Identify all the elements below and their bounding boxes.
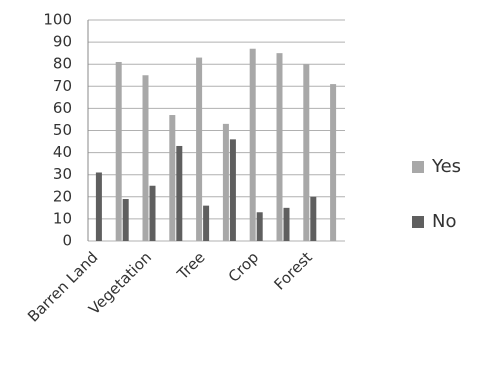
y-tick-label: 40 — [53, 143, 72, 161]
bar — [222, 123, 229, 241]
bar — [229, 139, 236, 241]
bar — [330, 84, 337, 241]
legend-label: Yes — [431, 156, 461, 177]
x-tick-label: Tree — [173, 248, 209, 284]
y-tick-label: 60 — [53, 99, 72, 117]
bar — [249, 48, 256, 242]
y-tick-label: 10 — [53, 209, 72, 227]
y-tick-label: 70 — [53, 77, 72, 95]
bar — [95, 172, 102, 241]
bar — [276, 53, 283, 242]
bar — [303, 64, 310, 241]
legend-swatch — [412, 161, 424, 173]
x-tick-label: Barren Land — [24, 248, 101, 325]
bar — [310, 196, 317, 241]
y-tick-label: 30 — [53, 165, 72, 183]
x-tick-label: Forest — [271, 248, 316, 293]
bar — [149, 185, 156, 241]
bar — [115, 61, 122, 241]
y-tick-label: 0 — [62, 232, 72, 250]
bar — [142, 75, 149, 241]
bar — [122, 199, 129, 241]
bar — [256, 212, 263, 241]
bar — [203, 205, 210, 241]
y-tick-label: 20 — [53, 187, 72, 205]
y-tick-label: 80 — [53, 55, 72, 73]
x-tick-label: Crop — [225, 248, 262, 285]
bar — [169, 115, 176, 241]
bar — [196, 57, 203, 241]
bar — [176, 145, 183, 241]
bar — [283, 207, 290, 241]
y-tick-label: 100 — [43, 11, 72, 29]
legend-label: No — [432, 211, 456, 232]
y-tick-label: 50 — [53, 121, 72, 139]
legend-swatch — [412, 216, 424, 228]
y-tick-label: 90 — [53, 33, 72, 51]
